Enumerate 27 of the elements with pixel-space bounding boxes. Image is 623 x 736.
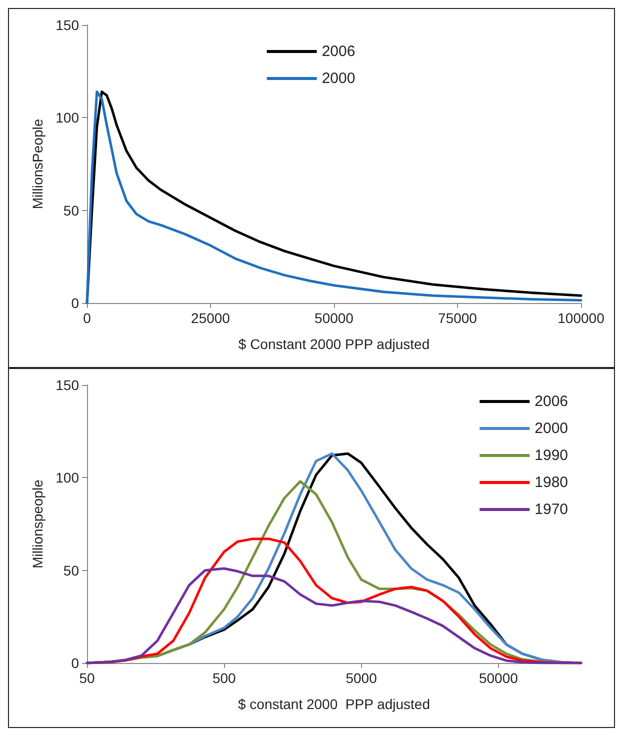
legend-label: 2006	[534, 393, 568, 410]
x-tick-label: 25000	[191, 310, 230, 326]
y-tick-label: 0	[71, 655, 80, 671]
legend-label: 1990	[534, 447, 568, 464]
legend-label: 2000	[322, 70, 356, 87]
legend-label: 2006	[322, 43, 356, 60]
x-tick-label: 100000	[558, 310, 605, 326]
y-tick-label: 100	[56, 470, 80, 486]
legend-label: 2000	[534, 420, 568, 437]
x-tick-label: 0	[83, 310, 92, 326]
y-tick-label: 150	[56, 17, 80, 33]
y-axis-title: MillionsPeople	[30, 118, 46, 210]
y-axis-title: Millionspeople	[30, 479, 46, 568]
y-tick-label: 50	[63, 202, 80, 218]
legend-label: 1970	[534, 501, 568, 518]
x-axis-title: $ Constant 2000 PPP adjusted	[238, 336, 430, 352]
y-tick-label: 100	[56, 110, 80, 126]
y-tick-label: 50	[63, 562, 80, 578]
y-tick-label: 0	[71, 295, 80, 311]
x-tick-label: 5000	[346, 670, 378, 686]
x-axis-title: $ constant 2000 PPP adjusted	[238, 696, 430, 712]
legend-label: 1980	[534, 474, 568, 491]
x-tick-label: 500	[212, 670, 236, 686]
x-tick-label: 75000	[438, 310, 478, 326]
x-tick-label: 50000	[314, 310, 354, 326]
x-tick-label: 50000	[478, 670, 518, 686]
y-tick-label: 150	[56, 377, 80, 393]
